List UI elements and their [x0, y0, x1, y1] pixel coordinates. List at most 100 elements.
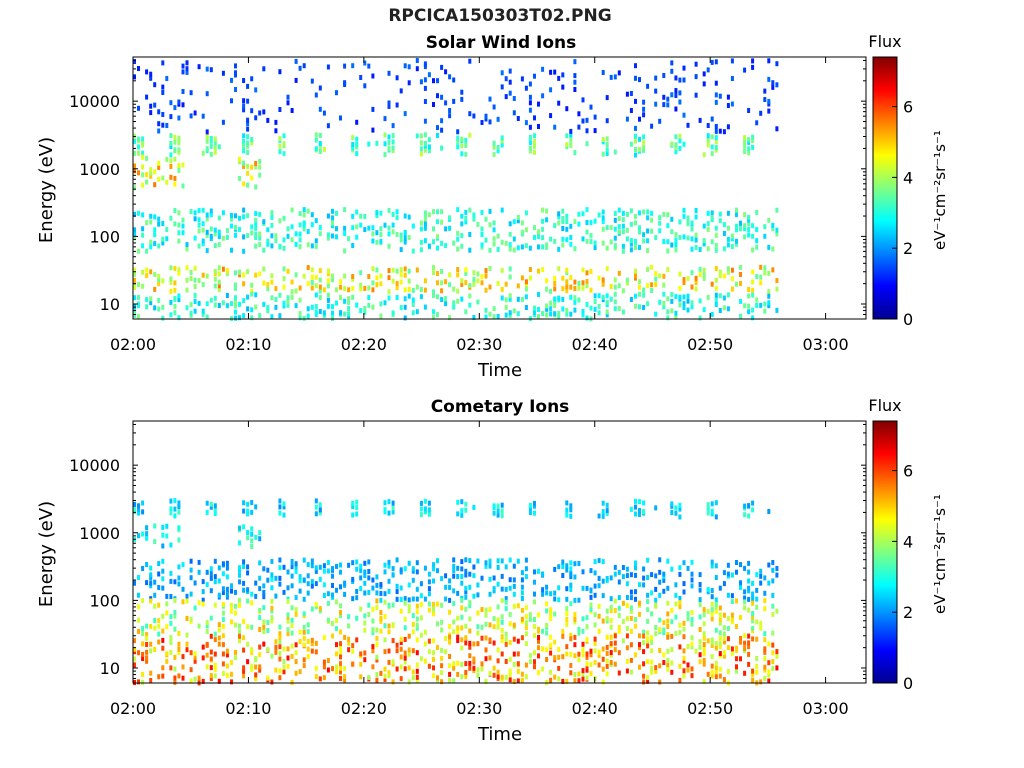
- heatmap-cell: [460, 508, 464, 514]
- heatmap-cell: [157, 276, 161, 282]
- heatmap-cell: [141, 671, 145, 677]
- heatmap-cell: [322, 310, 326, 316]
- heatmap-cell: [371, 238, 375, 244]
- heatmap-cell: [444, 301, 448, 307]
- heatmap-cell: [549, 607, 553, 613]
- heatmap-cell: [767, 562, 771, 568]
- heatmap-cell: [726, 645, 730, 651]
- heatmap-cell: [209, 226, 213, 232]
- heatmap-cell: [541, 587, 545, 593]
- heatmap-cell: [747, 633, 751, 639]
- heatmap-cell: [468, 302, 472, 308]
- heatmap-cell: [625, 211, 629, 217]
- heatmap-cell: [246, 126, 250, 132]
- heatmap-cell: [133, 662, 136, 668]
- heatmap-cell: [246, 98, 250, 104]
- heatmap-cell: [714, 302, 718, 307]
- heatmap-cell: [484, 287, 488, 293]
- heatmap-cell: [403, 600, 407, 606]
- heatmap-cell: [763, 656, 767, 662]
- heatmap-cell: [314, 243, 318, 249]
- heatmap-cell: [763, 233, 767, 239]
- heatmap-cell: [533, 624, 536, 629]
- heatmap-cell: [440, 127, 444, 133]
- heatmap-cell: [403, 616, 407, 622]
- heatmap-cell: [662, 94, 666, 100]
- heatmap-cell: [310, 274, 314, 280]
- heatmap-cell: [460, 89, 464, 95]
- heatmap-cell: [278, 656, 282, 662]
- heatmap-cell: [411, 577, 415, 583]
- heatmap-cell: [561, 216, 565, 221]
- heatmap-cell: [157, 618, 161, 623]
- heatmap-cell: [137, 533, 140, 539]
- heatmap-cell: [476, 624, 480, 630]
- heatmap-cell: [722, 129, 726, 135]
- heatmap-cell: [456, 135, 460, 141]
- heatmap-cell: [193, 265, 197, 271]
- heatmap-cell: [391, 139, 395, 145]
- heatmap-cell: [137, 628, 140, 634]
- heatmap-cell: [605, 225, 609, 231]
- heatmap-cell: [399, 646, 403, 652]
- heatmap-cell: [318, 576, 322, 582]
- x-tick-label: 03:00: [803, 335, 849, 354]
- heatmap-cell: [270, 618, 274, 624]
- heatmap-cell: [492, 144, 496, 150]
- heatmap-cell: [698, 315, 702, 321]
- heatmap-cell: [391, 602, 395, 608]
- heatmap-cell: [722, 246, 726, 252]
- heatmap-cell: [706, 246, 710, 252]
- heatmap-cell: [423, 99, 427, 104]
- heatmap-cell: [270, 679, 274, 685]
- heatmap-cell: [185, 242, 189, 248]
- heatmap-cell: [678, 77, 682, 83]
- heatmap-cell: [735, 645, 738, 651]
- heatmap-cell: [306, 242, 310, 248]
- heatmap-cell: [173, 675, 177, 681]
- heatmap-cell: [444, 573, 448, 579]
- heatmap-cell: [379, 582, 383, 588]
- heatmap-cell: [145, 562, 149, 567]
- heatmap-cell: [722, 677, 726, 683]
- heatmap-cell: [290, 630, 294, 636]
- heatmap-cell: [739, 313, 742, 319]
- heatmap-cell: [468, 558, 472, 564]
- heatmap-cell: [472, 665, 476, 671]
- heatmap-cell: [189, 276, 193, 281]
- heatmap-cell: [169, 114, 173, 120]
- heatmap-cell: [524, 574, 528, 580]
- heatmap-cell: [371, 577, 375, 583]
- heatmap-cell: [250, 538, 254, 544]
- heatmap-cell: [690, 583, 694, 589]
- heatmap-cell: [565, 500, 569, 506]
- heatmap-cell: [141, 243, 145, 249]
- heatmap-cell: [601, 137, 605, 142]
- heatmap-cell: [415, 616, 419, 622]
- heatmap-cell: [666, 248, 670, 254]
- heatmap-cell: [335, 664, 338, 670]
- heatmap-cell: [209, 208, 213, 214]
- heatmap-cell: [601, 578, 605, 584]
- heatmap-cell: [670, 308, 674, 314]
- heatmap-cell: [553, 296, 557, 302]
- heatmap-cell: [423, 641, 427, 647]
- heatmap-cell: [415, 603, 419, 609]
- heatmap-cell: [201, 272, 205, 278]
- heatmap-cell: [230, 98, 233, 104]
- heatmap-cell: [605, 118, 609, 124]
- heatmap-cell: [153, 579, 157, 585]
- heatmap-cell: [646, 636, 650, 642]
- heatmap-cell: [234, 650, 237, 655]
- heatmap-cell: [682, 655, 686, 661]
- heatmap-cell: [666, 102, 670, 108]
- heatmap-cell: [254, 292, 258, 298]
- heatmap-cell: [141, 500, 145, 506]
- heatmap-cell: [508, 231, 512, 237]
- heatmap-cell: [569, 507, 573, 513]
- heatmap-cell: [209, 501, 213, 507]
- colorbar-tick-label: 4: [903, 168, 913, 187]
- heatmap-cell: [363, 309, 367, 315]
- heatmap-cell: [537, 653, 540, 659]
- heatmap-cell: [617, 650, 621, 656]
